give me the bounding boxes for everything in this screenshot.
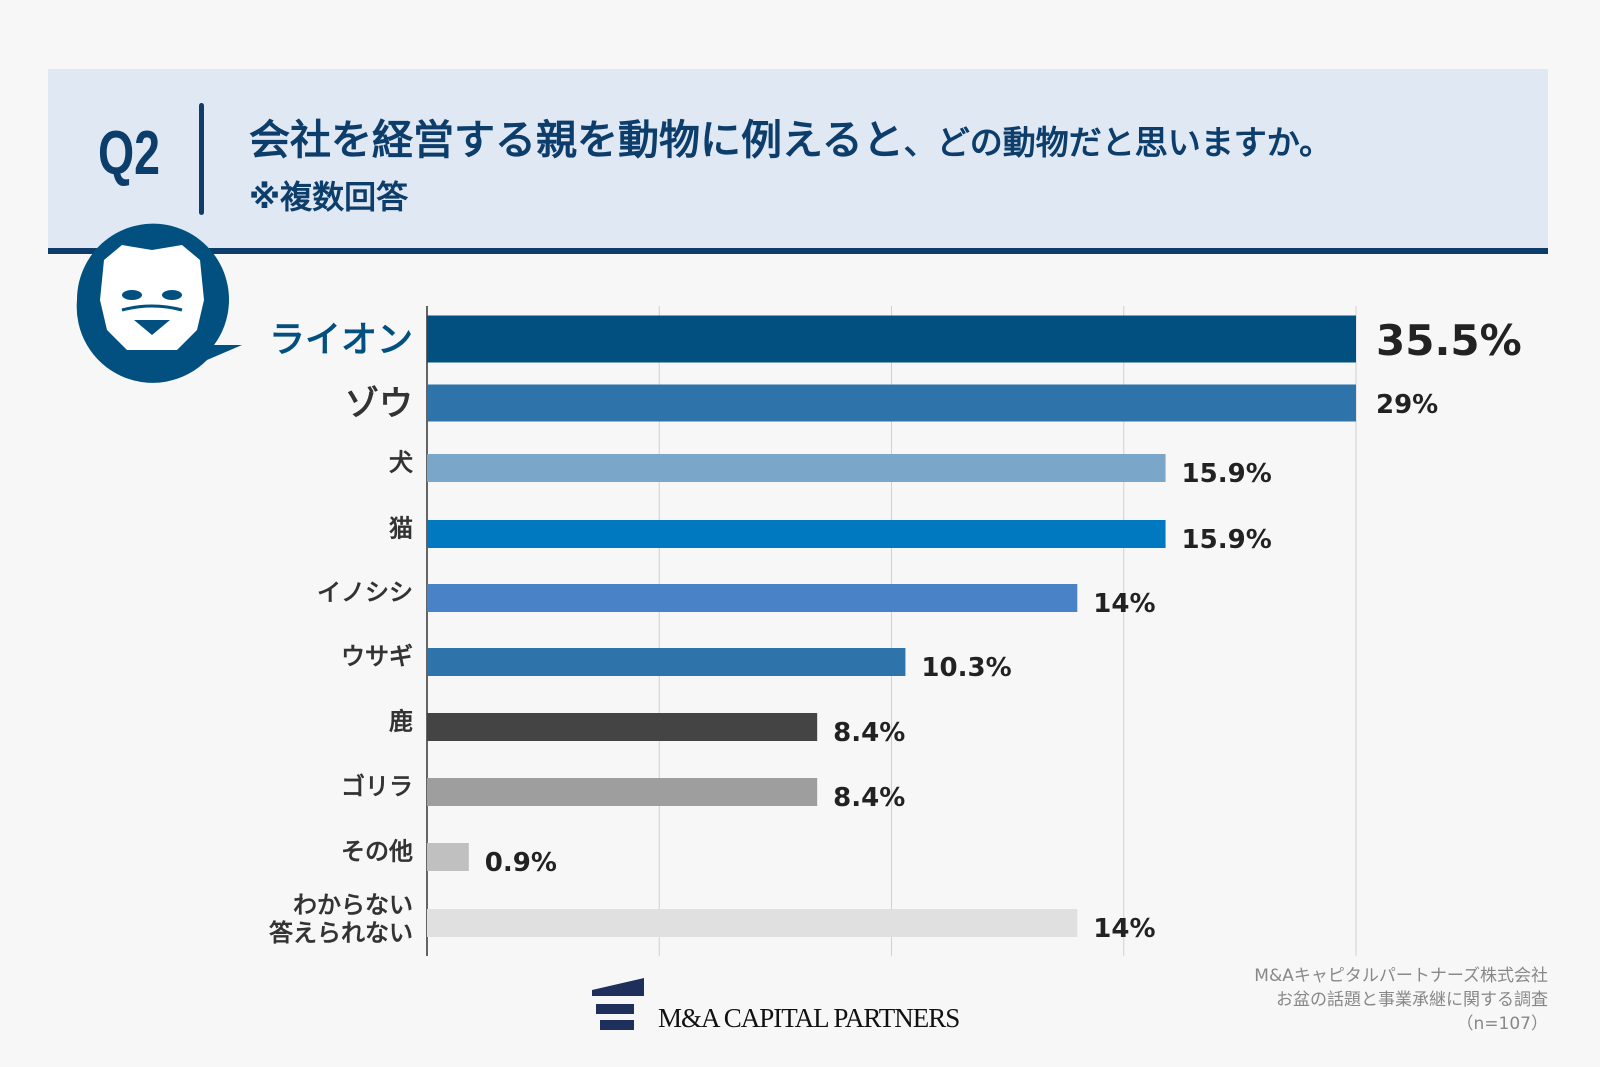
category-label: イノシシ: [317, 578, 413, 606]
title-tail: 、どの動物だと思いますか。: [903, 123, 1333, 162]
category-label: その他: [341, 837, 413, 865]
bar: [427, 843, 469, 871]
category-label: 猫: [389, 514, 413, 542]
data-label: 0.9%: [485, 848, 557, 878]
bar: [427, 454, 1166, 482]
company-logo-text: M&A CAPITAL PARTNERS: [658, 1003, 960, 1033]
divider: [199, 103, 204, 215]
category-label: ゾウ: [345, 384, 413, 424]
category-label: ライオン: [269, 320, 413, 361]
data-label: 8.4%: [833, 718, 905, 748]
lion-face-icon: [76, 223, 243, 383]
category-label: 答えられない: [269, 919, 413, 947]
data-label: 15.9%: [1182, 459, 1272, 489]
data-label: 8.4%: [833, 783, 905, 813]
question-note: ※複数回答: [249, 178, 409, 216]
data-label: 15.9%: [1182, 525, 1272, 555]
data-label: 14%: [1093, 914, 1155, 944]
category-label: ウサギ: [341, 642, 413, 670]
source-note: M&Aキャピタルパートナーズ株式会社 お盆の話題と事業承継に関する調査 （n=1…: [1254, 964, 1548, 1036]
data-label: 29%: [1376, 390, 1438, 420]
title-main: 会社を経営する親を動物に例えると: [249, 116, 904, 164]
category-label: 鹿: [389, 707, 413, 735]
category-label: ゴリラ: [341, 772, 413, 800]
question-title: 会社を経営する親を動物に例えると、どの動物だと思いますか。: [249, 106, 1332, 166]
source-line: M&Aキャピタルパートナーズ株式会社: [1254, 966, 1548, 986]
data-label: 14%: [1093, 589, 1155, 619]
bar: [427, 648, 906, 676]
question-number: Q2: [98, 119, 161, 188]
source-line: お盆の話題と事業承継に関する調査: [1276, 990, 1548, 1010]
data-label: 35.5%: [1376, 316, 1522, 365]
bar: [427, 315, 1356, 363]
bar: [427, 584, 1078, 612]
bar: [427, 909, 1078, 937]
bar: [427, 778, 818, 806]
data-label: 10.3%: [921, 653, 1011, 683]
question-header: [48, 69, 1548, 254]
bar: [427, 713, 818, 741]
source-line: （n=107）: [1456, 1014, 1548, 1034]
category-label: 犬: [389, 448, 414, 476]
bar: [427, 384, 1356, 422]
company-logo-mark: [592, 978, 648, 1038]
bar: [427, 520, 1166, 548]
category-label: わからない: [293, 891, 413, 919]
